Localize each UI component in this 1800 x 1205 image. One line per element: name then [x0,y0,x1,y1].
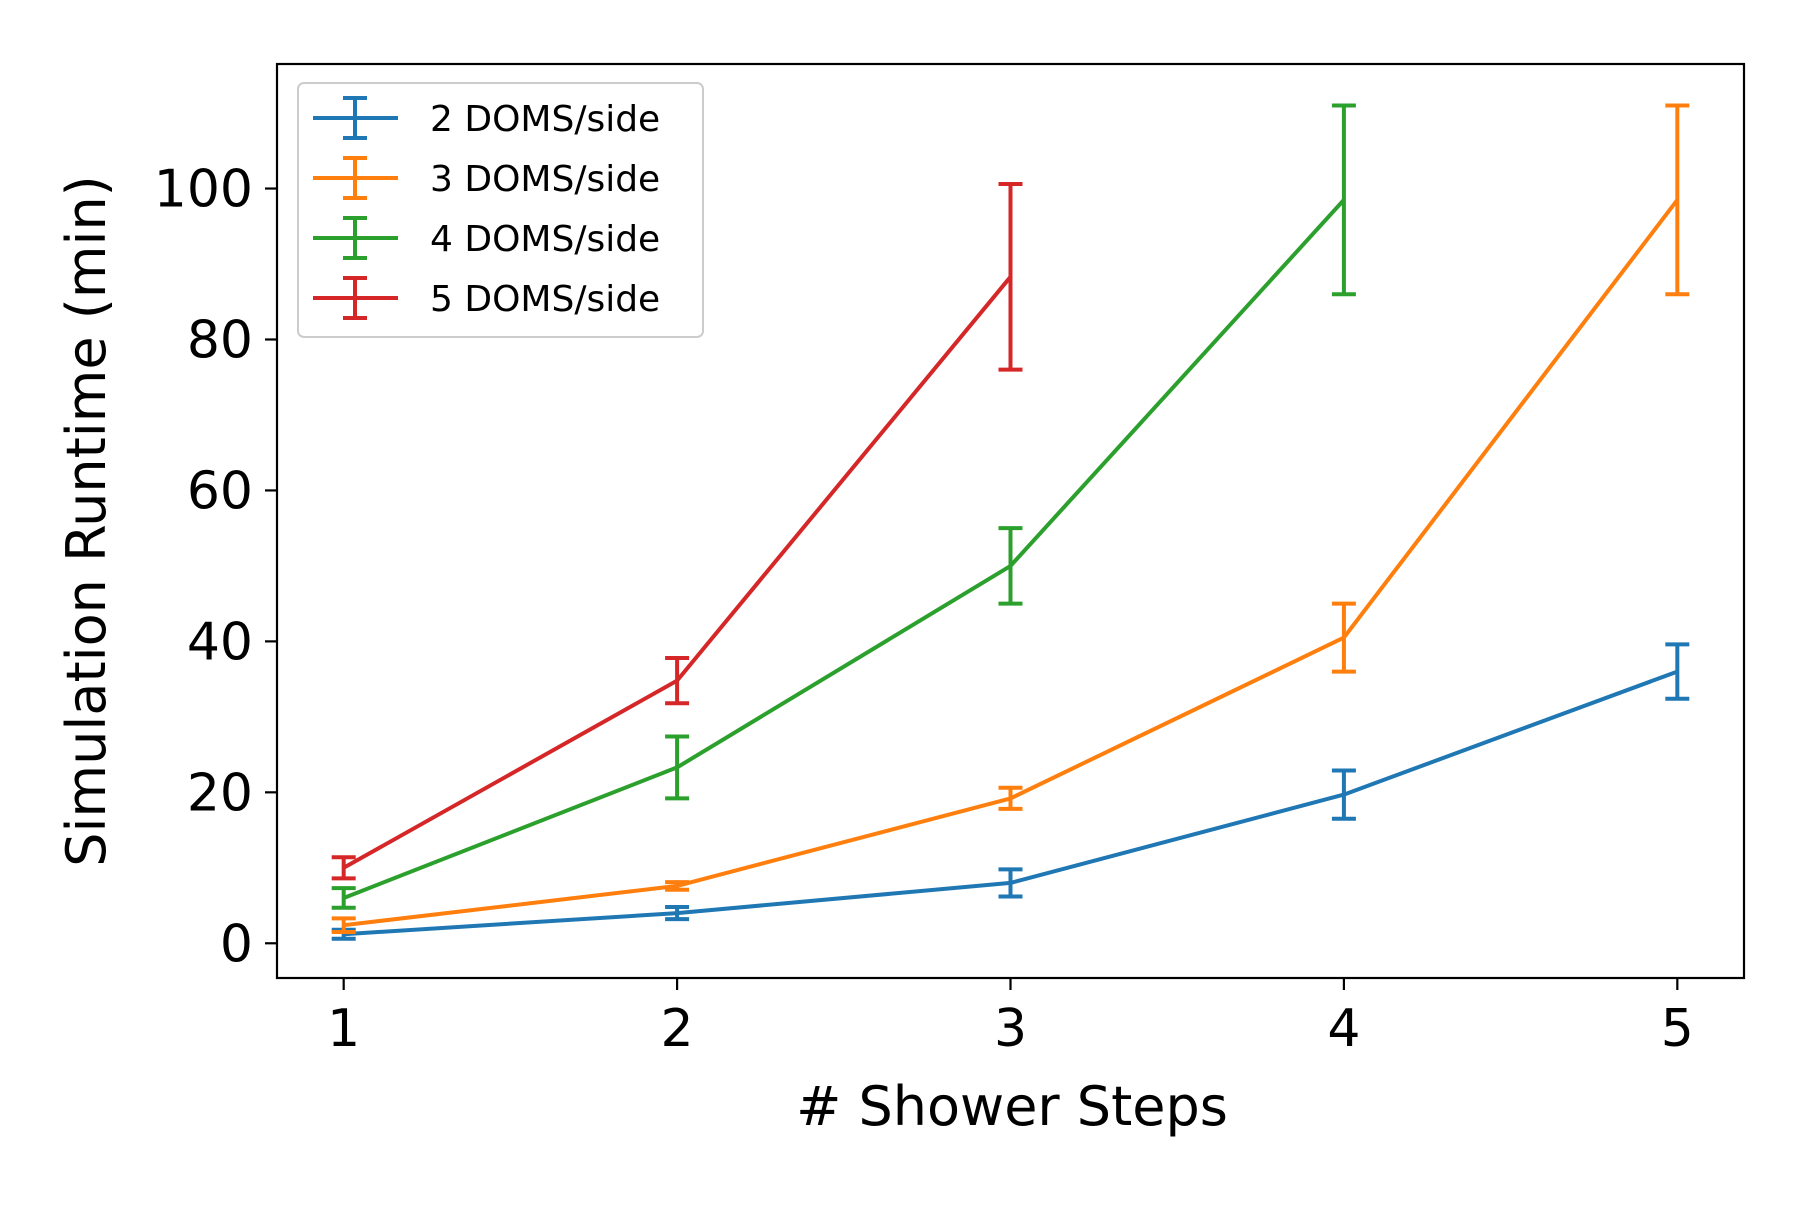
error-bar [331,886,356,910]
y-axis: 0 20 40 60 80 100 [154,160,277,974]
y-tick-label: 60 [187,461,253,521]
x-tick-label: 3 [994,999,1027,1059]
x-axis: 1 2 3 4 5 [327,978,1694,1059]
legend-label: 3 DOMS/side [430,159,660,200]
y-tick-label: 80 [187,310,253,370]
error-bar [665,655,690,706]
error-bar [1331,768,1356,821]
error-bar [665,880,690,892]
legend-label: 4 DOMS/side [430,219,660,260]
error-bar [998,785,1023,811]
y-tick-label: 0 [220,914,253,974]
series-line [342,198,1346,900]
legend-label: 2 DOMS/side [430,99,660,140]
error-bar [998,182,1023,372]
x-tick-label: 4 [1327,999,1360,1059]
legend-entry: 4 DOMS/side [313,216,660,260]
y-axis-title: Simulation Runtime (min) [55,175,118,866]
error-bar [1331,601,1356,674]
series-4 [331,182,1023,881]
x-tick-label: 5 [1661,999,1694,1059]
series-2 [331,103,1690,934]
x-axis-title: # Shower Steps [796,1075,1228,1138]
legend-entry: 3 DOMS/side [313,156,660,200]
error-bar [331,916,356,934]
legend-box [297,82,704,338]
series-layer [331,103,1690,941]
error-bar [1665,103,1690,297]
x-tick-label: 2 [661,999,694,1059]
error-bar [1665,642,1690,701]
error-bar [331,855,356,881]
error-bar [665,905,690,922]
error-bar [998,526,1023,606]
legend: 2 DOMS/side 3 DOMS/side 4 DOMS/side 5 DOMS/… [297,82,704,338]
x-tick-label: 1 [327,999,360,1059]
error-bar [998,867,1023,899]
series-1 [331,642,1690,941]
y-tick-label: 100 [154,160,253,220]
y-tick-label: 40 [187,612,253,672]
error-bar [1331,103,1356,297]
error-bar [665,734,690,801]
legend-entry: 5 DOMS/side [313,276,660,320]
series-3 [331,103,1356,910]
y-tick-label: 20 [187,763,253,823]
legend-label: 5 DOMS/side [430,279,660,320]
legend-entry: 2 DOMS/side [313,96,660,140]
